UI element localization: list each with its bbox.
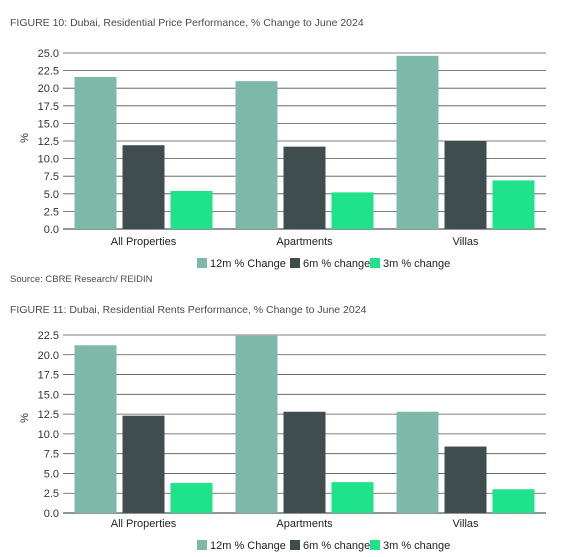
bar bbox=[235, 81, 278, 229]
y-tick-label: 10.0 bbox=[38, 429, 59, 441]
y-axis-label: % bbox=[19, 413, 31, 423]
bar bbox=[331, 482, 374, 513]
x-category-label: All Properties bbox=[111, 236, 177, 248]
bar bbox=[283, 411, 326, 513]
legend-label: 3m % change bbox=[383, 258, 450, 270]
bar bbox=[170, 190, 213, 229]
bar bbox=[235, 335, 278, 513]
y-tick-label: 2.5 bbox=[44, 206, 59, 218]
bar bbox=[444, 141, 487, 229]
x-category-label: Apartments bbox=[276, 236, 333, 248]
bar bbox=[122, 145, 165, 229]
bar bbox=[74, 76, 117, 229]
y-tick-label: 20.0 bbox=[38, 350, 59, 362]
y-tick-label: 15.0 bbox=[38, 389, 59, 401]
y-tick-label: 22.5 bbox=[38, 330, 59, 342]
bar bbox=[444, 446, 487, 513]
x-category-label: Villas bbox=[452, 236, 479, 248]
x-category-label: Apartments bbox=[276, 518, 333, 530]
y-tick-label: 0.0 bbox=[44, 224, 59, 236]
y-tick-label: 20.0 bbox=[38, 83, 59, 95]
y-tick-label: 10.0 bbox=[38, 154, 59, 166]
legend-label: 12m % Change bbox=[210, 258, 286, 270]
legend-label: 6m % change bbox=[303, 258, 370, 270]
bar bbox=[122, 415, 165, 513]
legend-label: 3m % change bbox=[383, 540, 450, 552]
bar bbox=[74, 345, 117, 513]
bar bbox=[283, 146, 326, 229]
bar bbox=[396, 411, 439, 513]
legend-swatch bbox=[370, 258, 380, 268]
figure-11: FIGURE 11: Dubai, Residential Rents Perf… bbox=[0, 298, 583, 557]
y-tick-label: 7.5 bbox=[44, 171, 59, 183]
legend-swatch bbox=[290, 540, 300, 550]
y-axis-label: % bbox=[19, 133, 31, 143]
legend-swatch bbox=[290, 258, 300, 268]
legend-swatch bbox=[197, 258, 207, 268]
y-tick-label: 7.5 bbox=[44, 449, 59, 461]
y-tick-label: 17.5 bbox=[38, 370, 59, 382]
figure-title: FIGURE 10: Dubai, Residential Price Perf… bbox=[10, 17, 364, 29]
y-tick-label: 17.5 bbox=[38, 101, 59, 113]
figure-10: FIGURE 10: Dubai, Residential Price Perf… bbox=[10, 17, 546, 285]
y-tick-label: 5.0 bbox=[44, 189, 59, 201]
y-tick-label: 5.0 bbox=[44, 468, 59, 480]
y-tick-label: 0.0 bbox=[44, 508, 59, 520]
legend-label: 6m % change bbox=[303, 540, 370, 552]
bar-chart: 0.0 2.5 5.0 7.5 10.0 12.5 15.0 17.5 20.0 22.5% All… bbox=[19, 330, 546, 552]
bar bbox=[331, 192, 374, 229]
y-tick-label: 12.5 bbox=[38, 409, 59, 421]
x-category-label: All Properties bbox=[111, 518, 177, 530]
source-note: Source: CBRE Research/ REIDIN bbox=[10, 274, 153, 285]
x-category-label: Villas bbox=[452, 518, 479, 530]
bar bbox=[492, 180, 535, 229]
y-tick-label: 12.5 bbox=[38, 136, 59, 148]
bar bbox=[170, 482, 213, 513]
figure-title: FIGURE 11: Dubai, Residential Rents Perf… bbox=[10, 304, 367, 316]
y-tick-label: 2.5 bbox=[44, 488, 59, 500]
legend-swatch bbox=[197, 540, 207, 550]
y-tick-label: 22.5 bbox=[38, 66, 59, 78]
legend-label: 12m % Change bbox=[210, 540, 286, 552]
bar bbox=[492, 489, 535, 513]
legend-swatch bbox=[370, 540, 380, 550]
y-tick-label: 25.0 bbox=[38, 48, 59, 60]
bar-chart: 0.0 2.5 5.0 7.5 10.0 12.5 15.0 17.5 20.0 22.5 25.0… bbox=[19, 48, 546, 270]
y-tick-label: 15.0 bbox=[38, 118, 59, 130]
bar bbox=[396, 55, 439, 230]
